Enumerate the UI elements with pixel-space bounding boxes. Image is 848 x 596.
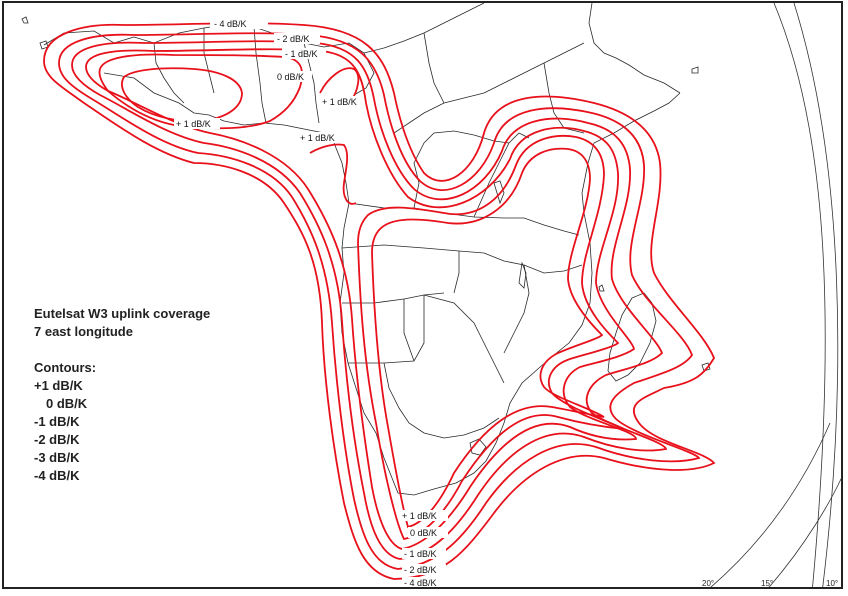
label-north-minus2: - 2 dB/K — [277, 34, 310, 44]
longitude-label-15: 15° — [761, 579, 773, 588]
longitude-labels: 20° 15° 10° — [702, 579, 838, 588]
contour-plus1-north-b — [319, 67, 360, 104]
longitude-label-10: 10° — [826, 579, 838, 588]
label-north-minus4: - 4 dB/K — [214, 19, 247, 29]
legend-contour-item: +1 dB/K — [34, 378, 83, 393]
label-south-minus1: - 1 dB/K — [404, 549, 437, 559]
label-north-zero: 0 dB/K — [277, 72, 304, 82]
label-north-plus1-c: + 1 dB/K — [300, 133, 335, 143]
south-contour-labels: + 1 dB/K 0 dB/K - 1 dB/K - 2 dB/K - 4 dB… — [400, 510, 448, 588]
label-south-minus4: - 4 dB/K — [404, 578, 437, 588]
contour-plus1-north-a — [121, 67, 243, 123]
legend-contour-item: -4 dB/K — [34, 468, 80, 483]
contour-plus1-south — [371, 147, 605, 529]
legend-contours-heading: Contours: — [34, 360, 97, 375]
label-south-minus2: - 2 dB/K — [404, 565, 437, 575]
label-north-plus1-a: + 1 dB/K — [322, 97, 357, 107]
contour-minus1 — [85, 48, 637, 550]
label-north-plus1-b: + 1 dB/K — [176, 119, 211, 129]
legend-contour-item: 0 dB/K — [46, 396, 88, 411]
legend-subtitle: 7 east longitude — [34, 324, 133, 339]
contour-minus4 — [43, 22, 716, 580]
north-contour-labels: - 4 dB/K - 2 dB/K - 1 dB/K 0 dB/K + 1 dB… — [174, 17, 364, 143]
contour-minus3 — [58, 32, 701, 570]
contour-0-north — [98, 53, 303, 130]
label-north-minus1: - 1 dB/K — [285, 49, 318, 59]
contour-minus2 — [71, 40, 668, 560]
longitude-label-20: 20° — [702, 579, 714, 588]
legend-title: Eutelsat W3 uplink coverage — [34, 306, 211, 321]
legend-contour-item: -2 dB/K — [34, 432, 80, 447]
map-legend: Eutelsat W3 uplink coverage 7 east longi… — [34, 305, 210, 485]
label-south-zero: 0 dB/K — [410, 528, 437, 538]
label-south-plus1: + 1 dB/K — [402, 511, 437, 521]
contour-plus1-north-c — [309, 143, 357, 205]
map-svg: - 4 dB/K - 2 dB/K - 1 dB/K 0 dB/K + 1 dB… — [21, 3, 841, 588]
earth-limb-arcs — [710, 3, 841, 587]
contour-0-south — [357, 135, 625, 541]
contour-lines — [43, 22, 716, 580]
coverage-map: - 4 dB/K - 2 dB/K - 1 dB/K 0 dB/K + 1 dB… — [2, 1, 843, 589]
legend-contour-item: -3 dB/K — [34, 450, 80, 465]
legend-contour-item: -1 dB/K — [34, 414, 80, 429]
